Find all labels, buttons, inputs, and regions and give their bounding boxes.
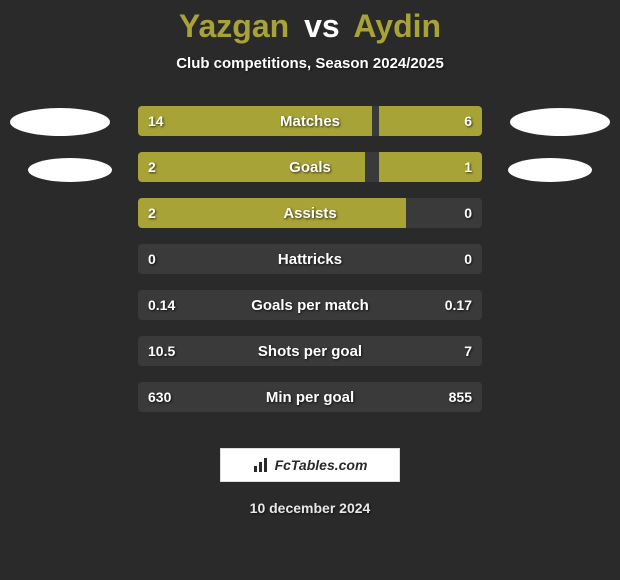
comparison-stage: 146Matches 21Goals 20Assists 00Hattricks 0.1… [0,106,620,426]
stat-label: Goals per match [138,290,482,320]
stat-label: Matches [138,106,482,136]
stat-label: Shots per goal [138,336,482,366]
comparison-title: Yazgan vs Aydin [0,0,620,45]
player2-name: Aydin [353,8,441,44]
stat-bars: 146Matches 21Goals 20Assists 00Hattricks 0.1… [138,106,482,426]
player1-name: Yazgan [179,8,289,44]
subtitle: Club competitions, Season 2024/2025 [0,55,620,72]
stat-label: Goals [138,152,482,182]
player2-logo-icon [510,108,610,136]
stat-row: 0.140.17Goals per match [138,290,482,320]
stat-row: 00Hattricks [138,244,482,274]
stat-label: Hattricks [138,244,482,274]
stat-row: 630855Min per goal [138,382,482,412]
date-text: 10 december 2024 [0,500,620,516]
stat-row: 10.57Shots per goal [138,336,482,366]
player1-logo-icon [10,108,110,136]
stat-label: Assists [138,198,482,228]
vs-text: vs [304,8,340,44]
stat-label: Min per goal [138,382,482,412]
player2-logo2-icon [508,158,592,182]
stat-row: 21Goals [138,152,482,182]
stat-row: 146Matches [138,106,482,136]
player1-logo2-icon [28,158,112,182]
fctables-watermark: FcTables.com [220,448,400,482]
watermark-text: FcTables.com [275,457,368,473]
stat-row: 20Assists [138,198,482,228]
chart-icon [253,457,269,473]
